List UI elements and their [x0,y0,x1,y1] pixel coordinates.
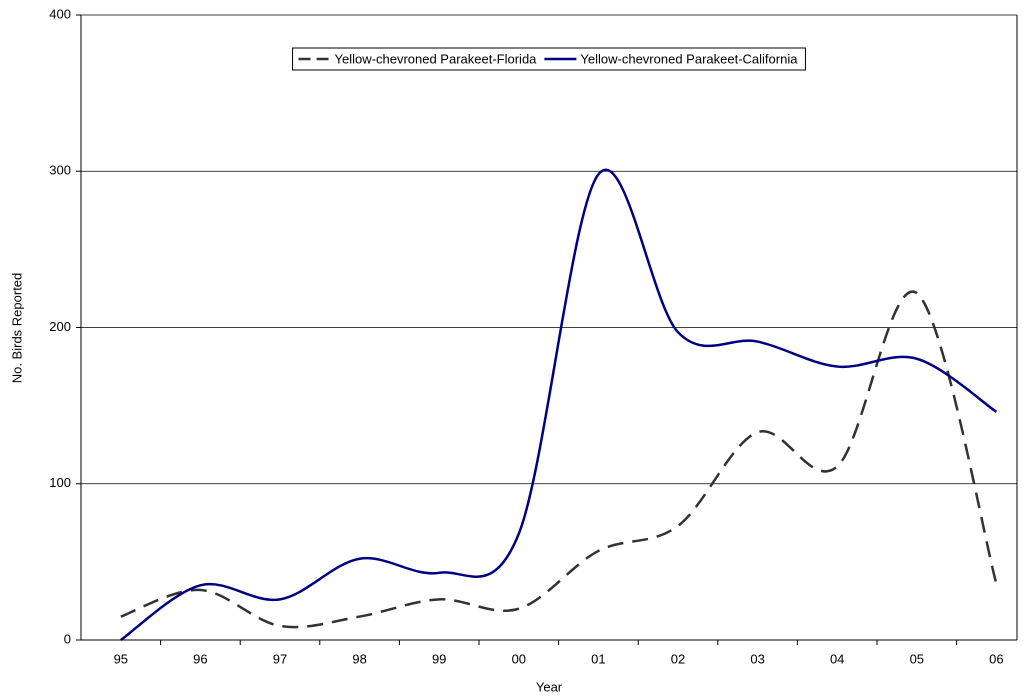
y-tick-label: 100 [49,475,71,490]
x-tick-label: 03 [750,651,764,666]
x-tick-label: 97 [273,651,287,666]
data-line [120,169,998,642]
legend-label: Yellow-chevroned Parakeet-California [580,51,798,66]
x-tick-label: 98 [352,651,366,666]
x-tick-label: 99 [432,651,446,666]
y-tick-label: 200 [49,319,71,334]
x-axis-label: Year [536,679,563,694]
x-tick-label: 95 [114,651,128,666]
data-line [120,290,998,629]
y-tick-label: 300 [49,163,71,178]
legend-label: Yellow-chevroned Parakeet-Florida [335,51,538,66]
x-tick-label: 06 [989,651,1003,666]
x-tick-label: 96 [193,651,207,666]
y-tick-label: 400 [49,6,71,21]
x-tick-label: 01 [591,651,605,666]
y-axis-label: No. Birds Reported [9,273,24,384]
x-tick-label: 05 [910,651,924,666]
x-tick-label: 02 [671,651,685,666]
legend: Yellow-chevroned Parakeet-Florida Yellow-… [292,47,806,71]
y-tick-label: 0 [64,631,71,646]
x-tick-label: 00 [512,651,526,666]
x-tick-label: 04 [830,651,844,666]
